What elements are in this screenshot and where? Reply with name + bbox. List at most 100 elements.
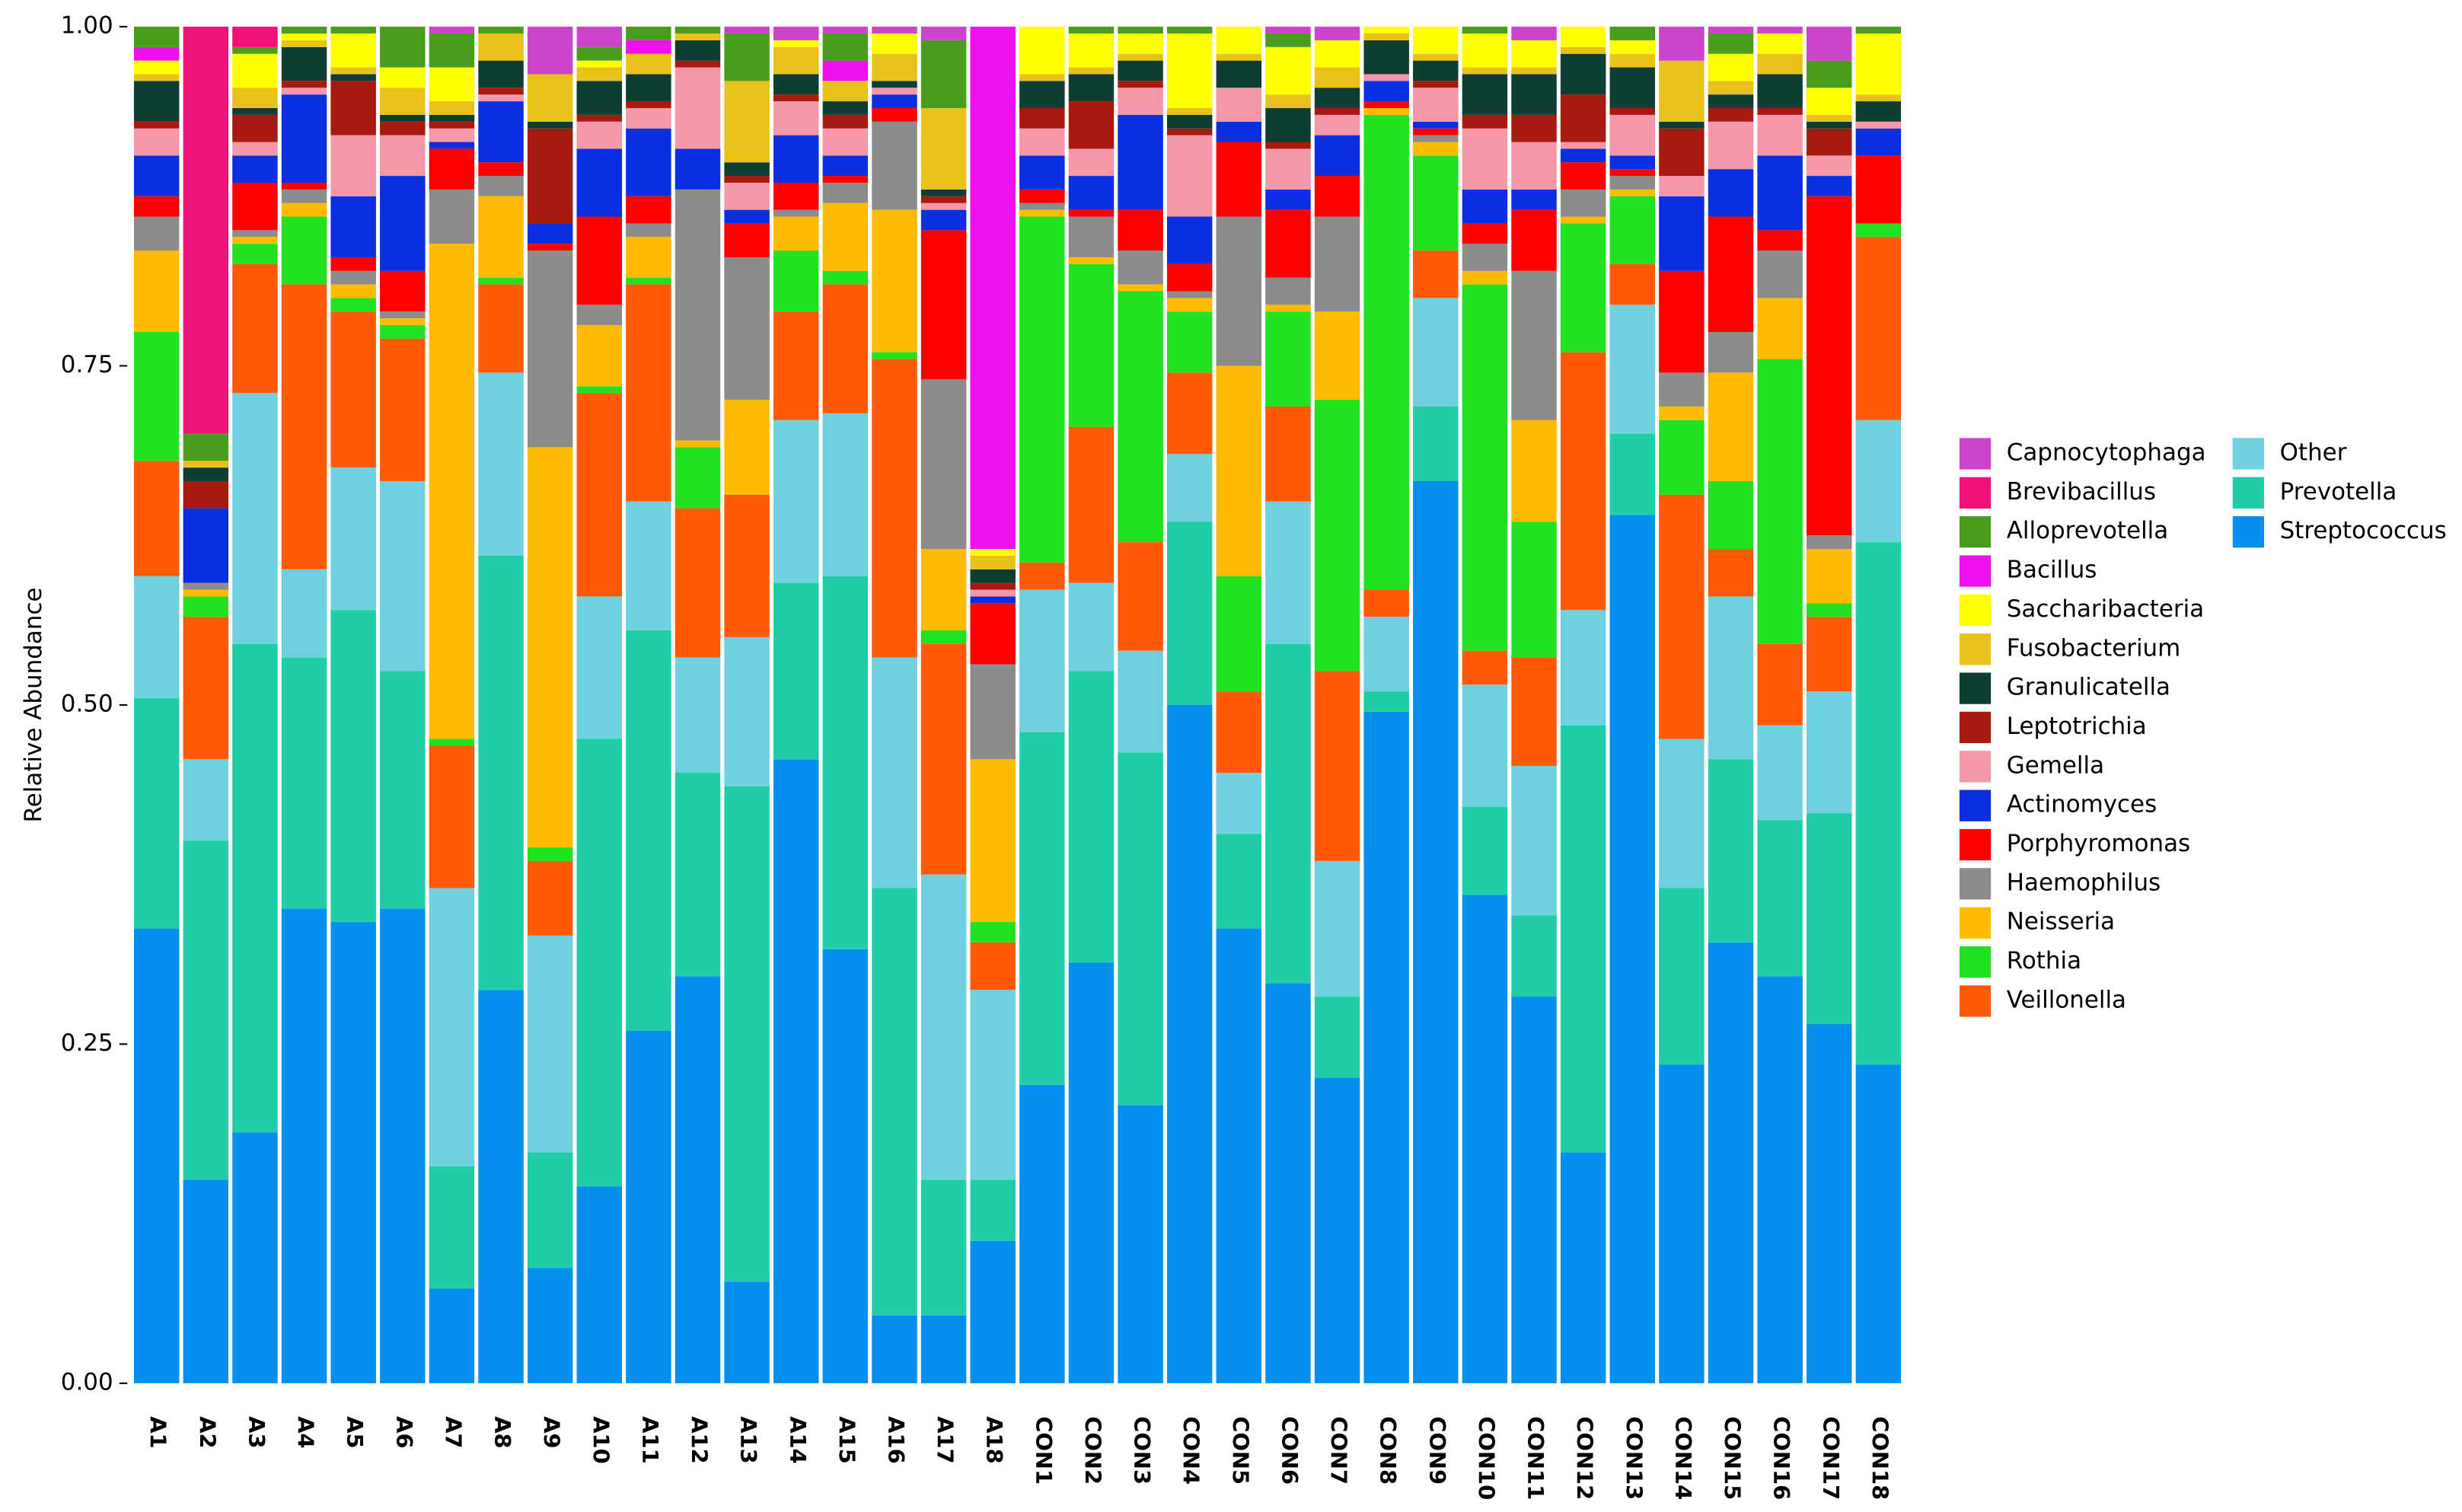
x-tick-label: A8 [490, 1416, 515, 1448]
bar-segment [773, 311, 819, 420]
bar-segment [133, 81, 180, 122]
bar-segment [281, 182, 327, 190]
bar-segment [1462, 114, 1508, 129]
bar-segment [1265, 189, 1311, 210]
bar-segment [478, 555, 524, 990]
bar-segment [281, 569, 327, 658]
bar-segment [1314, 135, 1360, 177]
bar-segment [626, 128, 671, 196]
bar-segment [724, 176, 770, 183]
bar-segment [527, 27, 573, 75]
bar-segment [281, 189, 327, 203]
bar-segment [527, 447, 573, 848]
bar-segment [1708, 331, 1754, 373]
bar-segment [1511, 40, 1557, 68]
bar-segment [1462, 895, 1508, 1383]
bar-segment [1019, 562, 1065, 590]
bar-segment [674, 27, 721, 33]
bar-segment [133, 250, 180, 332]
bar-segment [970, 569, 1016, 583]
bar-segment [1019, 203, 1065, 210]
bar-segment [1363, 74, 1409, 81]
bar-segment [920, 209, 967, 231]
bar-segment [674, 189, 721, 441]
bar-segment [1807, 114, 1852, 122]
bar-segment [1757, 230, 1803, 251]
bar-segment [1855, 33, 1902, 95]
bar-segment [1757, 114, 1803, 156]
bar-segment [1609, 53, 1655, 68]
x-tick-label: A9 [539, 1416, 565, 1448]
bar-segment [1708, 372, 1754, 481]
bar-segment [970, 603, 1016, 665]
y-tick-label: 0.25 [61, 1029, 113, 1057]
bar-segment [1118, 33, 1163, 54]
bar-segment [281, 88, 327, 95]
bar-segment [626, 501, 671, 630]
bar-segment [1609, 515, 1655, 1383]
bar-segment [232, 643, 278, 1133]
x-tick-label: CON10 [1473, 1416, 1499, 1500]
bar-segment [970, 555, 1016, 569]
bar-segment [527, 121, 573, 129]
bar-segment [232, 155, 278, 183]
bar-segment [1807, 128, 1852, 156]
bar-segment [1462, 128, 1508, 190]
bar-segment [626, 1030, 671, 1383]
bar-segment [1807, 27, 1852, 61]
bar-segment [429, 148, 475, 190]
bar-segment [872, 352, 917, 359]
bar-segment [1118, 250, 1163, 285]
bar-segment [1855, 237, 1902, 420]
bar-segment [330, 257, 376, 271]
bar-segment [1068, 962, 1115, 1383]
bar-segment [183, 841, 229, 1180]
bar-segment [1019, 155, 1065, 190]
bar-segment [527, 1152, 573, 1268]
bar-segment [527, 223, 573, 244]
bar-segment [1511, 657, 1557, 767]
bar-segment [626, 101, 671, 108]
bar-segment [920, 27, 967, 40]
bar-segment [1314, 216, 1360, 312]
bar-segment [1363, 33, 1409, 40]
bar-segment [1216, 576, 1262, 692]
bar-segment [626, 223, 671, 238]
bar-segment [1216, 88, 1262, 122]
bar-segment [822, 576, 869, 949]
bar-segment [1216, 365, 1262, 576]
bar-segment [330, 135, 376, 196]
bar-segment [576, 60, 622, 68]
bar-segment [576, 325, 622, 387]
bar-segment [1659, 270, 1705, 373]
bar-segment [1314, 176, 1360, 217]
bar-segment [380, 88, 426, 115]
bar-segment [773, 40, 819, 47]
bar-segment [1413, 155, 1459, 251]
bar-segment [1265, 983, 1311, 1383]
bar-segment [1216, 691, 1262, 774]
bar-segment [1609, 67, 1655, 108]
bar-segment [1807, 88, 1852, 115]
bar-segment [380, 338, 426, 481]
legend-swatch [1959, 555, 1992, 587]
legend-label: Gemella [2007, 751, 2104, 779]
bar-segment [1511, 997, 1557, 1383]
bar-segment [724, 1281, 770, 1383]
bar-segment [1166, 128, 1213, 136]
bar-segment [183, 582, 229, 590]
bar-segment [1560, 189, 1606, 217]
y-tick-label: 1.00 [61, 12, 113, 40]
bar-segment [1511, 766, 1557, 916]
bar-segment [724, 494, 770, 637]
bar-segment [872, 657, 917, 888]
bar-segment [330, 74, 376, 81]
bar-segment [576, 216, 622, 305]
bar-segment [872, 888, 917, 1316]
bar-segment [1166, 522, 1213, 705]
bar-segment [626, 74, 671, 102]
bar-segment [380, 114, 426, 122]
bar-segment [626, 237, 671, 278]
bar-segment [724, 182, 770, 210]
bar-segment [1462, 270, 1508, 285]
